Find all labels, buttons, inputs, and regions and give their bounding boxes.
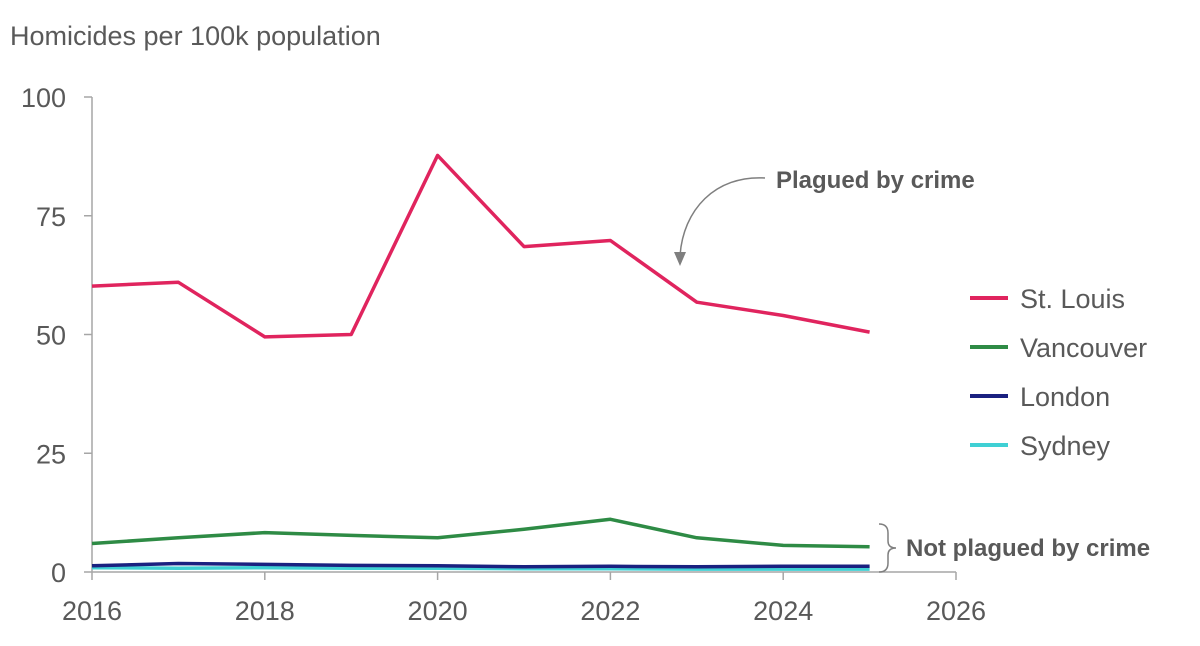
y-tick-label: 75 xyxy=(36,202,66,232)
x-tick-label: 2022 xyxy=(580,596,640,626)
x-tick-label: 2016 xyxy=(62,596,122,626)
y-tick-label: 50 xyxy=(36,321,66,351)
x-tick-label: 2020 xyxy=(408,596,468,626)
series-lines xyxy=(91,153,870,571)
series-line-sydney xyxy=(91,565,870,571)
legend-label: Sydney xyxy=(1020,431,1111,461)
not-plagued-brace xyxy=(878,523,897,573)
series-line-st-louis xyxy=(91,153,870,339)
plagued-arrow xyxy=(679,177,766,257)
y-tick-label: 0 xyxy=(51,558,66,588)
y-tick-label: 100 xyxy=(21,83,66,113)
annotations: Plagued by crime Not plagued by crime xyxy=(674,167,1150,573)
axes: 0 25 50 75 100 2016 2018 2020 2022 2024 2026 xyxy=(21,83,986,626)
plagued-arrow-head xyxy=(674,252,686,266)
plagued-annotation: Plagued by crime xyxy=(776,167,975,194)
series-line-london xyxy=(91,561,870,569)
series-line-vancouver xyxy=(91,517,870,549)
x-tick-label: 2026 xyxy=(926,596,986,626)
legend-label: London xyxy=(1020,382,1110,412)
y-axis-title: Homicides per 100k population xyxy=(10,21,381,51)
legend-label: Vancouver xyxy=(1020,333,1147,363)
x-tick-label: 2024 xyxy=(753,596,813,626)
not-plagued-annotation: Not plagued by crime xyxy=(906,535,1150,562)
x-tick-label: 2018 xyxy=(235,596,295,626)
y-tick-label: 25 xyxy=(36,439,66,469)
legend-label: St. Louis xyxy=(1020,284,1125,314)
legend: St. Louis Vancouver London Sydney xyxy=(970,284,1147,461)
